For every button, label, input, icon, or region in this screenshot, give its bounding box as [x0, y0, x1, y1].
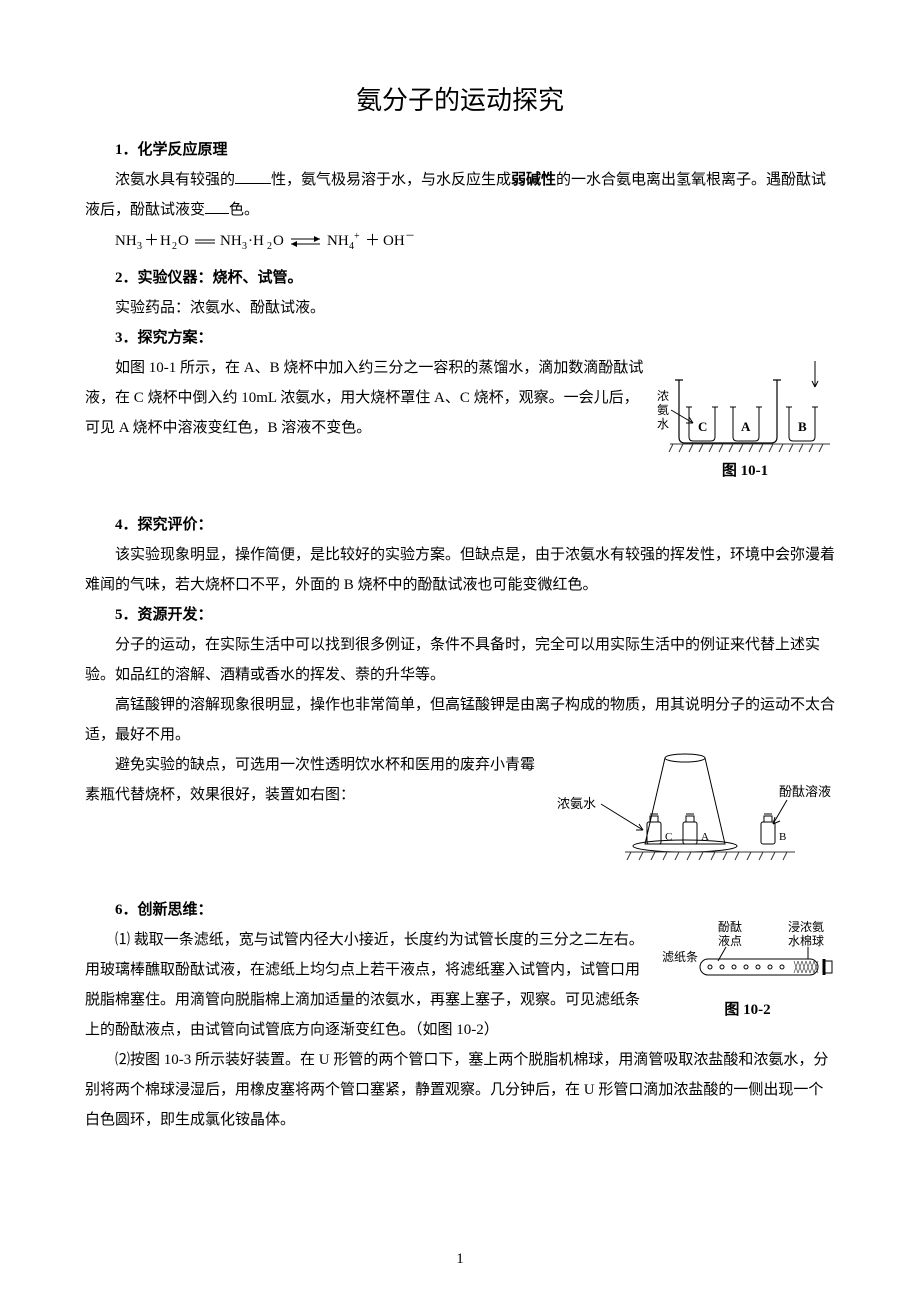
- svg-text:水: 水: [657, 417, 669, 431]
- figure-10-2-caption: 图 10-2: [660, 998, 835, 1019]
- section-5-p1: 分子的运动，在实际生活中可以找到很多例证，条件不具备时，完全可以用实际生活中的例…: [85, 630, 835, 690]
- svg-text:H: H: [160, 233, 171, 249]
- s1p1a: 浓氨水具有较强的: [115, 172, 235, 188]
- svg-text:·H: ·H: [248, 233, 264, 249]
- s1p1d: 色。: [229, 202, 259, 218]
- svg-text:B: B: [779, 831, 786, 843]
- svg-text:水棉球: 水棉球: [788, 934, 824, 948]
- chemical-equation: NH3 ＋ H2O NH3 ·H2O NH4+ ＋ OH－: [85, 229, 835, 255]
- blank-2: [205, 213, 229, 214]
- page-title: 氨分子的运动探究: [85, 80, 835, 117]
- svg-text:滤纸条: 滤纸条: [662, 950, 698, 964]
- figure-10-2: 滤纸条 酚酞 液点 浸浓氨 水棉球 图 10-2: [660, 919, 835, 1019]
- figure-10-1-caption: 图 10-1: [655, 459, 835, 480]
- f101-b: B: [798, 419, 807, 434]
- section-5-head: 5．资源开发：: [85, 600, 835, 630]
- svg-text:O: O: [273, 233, 284, 249]
- section-5-p2: 高锰酸钾的溶解现象很明显，操作也非常简单，但高锰酸钾是由离子构成的物质，用其说明…: [85, 690, 835, 750]
- fa-right: 酚酞溶液: [779, 784, 831, 799]
- blank-1: [235, 183, 271, 184]
- f101-c: C: [698, 419, 707, 434]
- svg-text:O: O: [178, 233, 189, 249]
- svg-text:氨: 氨: [657, 403, 669, 417]
- svg-text:OH: OH: [383, 233, 405, 249]
- figure-10-1: 浓 氨 水 C A B 图 10-1: [655, 345, 835, 480]
- svg-text:＋: ＋: [144, 233, 159, 249]
- svg-text:酚酞: 酚酞: [718, 919, 742, 934]
- svg-text:液点: 液点: [718, 933, 742, 948]
- f101-a: A: [741, 419, 751, 434]
- svg-text:C: C: [665, 831, 672, 843]
- section-1-p1: 浓氨水具有较强的性，氨气极易溶于水，与水反应生成弱碱性的一水合氨电离出氢氧根离子…: [85, 165, 835, 225]
- svg-text:浓: 浓: [657, 389, 669, 403]
- section-6-p2: ⑵按图 10-3 所示装好装置。在 U 形管的两个管口下，塞上两个脱脂机棉球，用…: [85, 1045, 835, 1135]
- svg-text:+: +: [354, 231, 360, 242]
- svg-text:3: 3: [137, 241, 142, 252]
- section-4-p1: 该实验现象明显，操作简便，是比较好的实验方案。但缺点是，由于浓氨水有较强的挥发性…: [85, 540, 835, 600]
- svg-text:浸浓氨: 浸浓氨: [788, 920, 824, 934]
- svg-text:4: 4: [349, 241, 354, 252]
- svg-text:2: 2: [172, 241, 177, 252]
- s1p1b: 性，氨气极易溶于水，与水反应生成: [271, 172, 511, 188]
- page-number: 1: [0, 1251, 920, 1268]
- section-1-head: 1．化学反应原理: [85, 135, 835, 165]
- figure-alt: 浓氨水 酚酞溶液 C A B: [555, 750, 835, 875]
- svg-text:＋: ＋: [365, 233, 380, 249]
- section-2-head: 2．实验仪器：烧杯、试管。: [85, 263, 835, 293]
- svg-text:NH: NH: [220, 233, 242, 249]
- fa-left: 浓氨水: [557, 796, 596, 811]
- svg-text:－: －: [405, 231, 415, 242]
- svg-text:2: 2: [267, 241, 272, 252]
- svg-text:NH: NH: [327, 233, 349, 249]
- section-4-head: 4．探究评价：: [85, 510, 835, 540]
- s1p1bold: 弱碱性: [511, 172, 556, 188]
- svg-text:3: 3: [242, 241, 247, 252]
- svg-text:NH: NH: [115, 233, 137, 249]
- section-2-p1: 实验药品：浓氨水、酚酞试液。: [85, 293, 835, 323]
- svg-text:A: A: [701, 831, 709, 843]
